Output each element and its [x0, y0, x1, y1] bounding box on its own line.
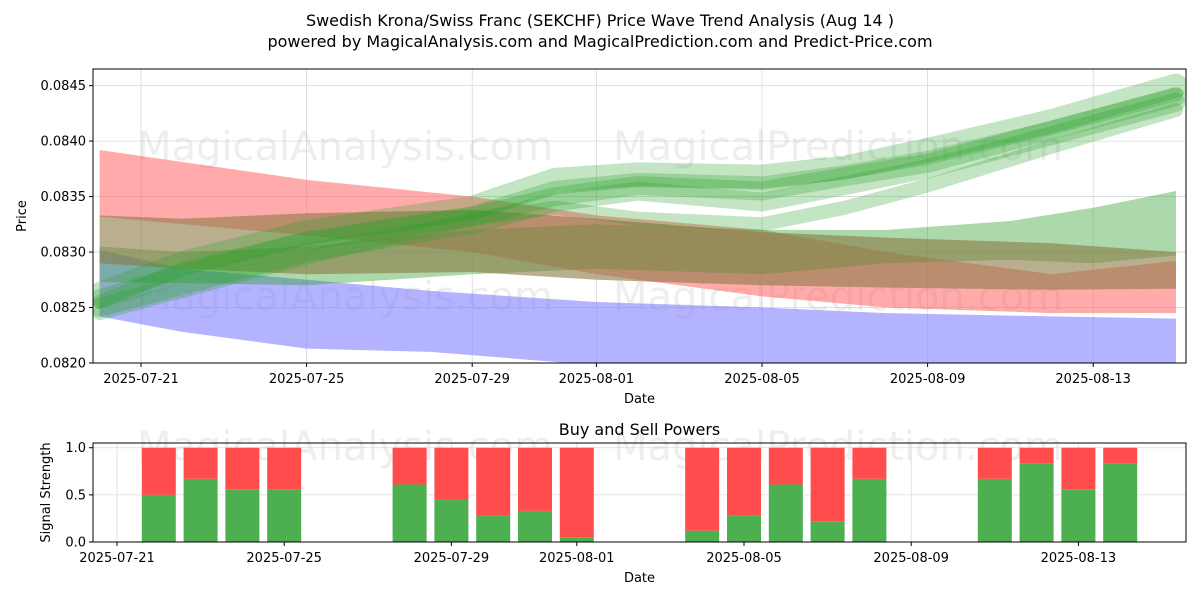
x-tick-label: 2025-07-25: [246, 551, 322, 566]
bar-plot-frame: [92, 442, 1187, 543]
watermark-text: MagicalPrediction.com: [613, 124, 1063, 170]
x-tick-label: 2025-07-29: [434, 372, 510, 387]
sell-bar: [267, 447, 302, 490]
wave-line: [93, 92, 1186, 317]
sell-bar: [1061, 447, 1096, 490]
y-axis-label: Price: [15, 200, 30, 232]
buy-bar: [768, 484, 803, 542]
x-tick-label: 2025-08-13: [1041, 551, 1117, 566]
plot-frame: [92, 68, 1187, 364]
sell-bar: [977, 447, 1012, 479]
wave-line: [93, 103, 1183, 321]
wave-line: [93, 73, 1186, 307]
x-tick-label: 2025-08-05: [724, 372, 800, 387]
buy-bar: [852, 478, 887, 542]
sell-bar: [518, 447, 552, 511]
x-axis-label: Date: [624, 571, 655, 586]
buy-bar: [727, 515, 761, 542]
wave-line: [93, 87, 1183, 309]
sell-bar: [1019, 447, 1054, 464]
x-axis-label: Date: [624, 392, 655, 407]
x-tick-label: 2025-08-09: [873, 551, 949, 566]
x-tick-label: 2025-08-05: [706, 551, 782, 566]
y-tick-label: 0.0: [65, 536, 86, 551]
chart-subtitle: powered by MagicalAnalysis.com and Magic…: [267, 32, 932, 51]
buy-bar: [1019, 463, 1054, 542]
buy-bar: [977, 478, 1012, 542]
x-tick-label: 2025-08-01: [559, 372, 635, 387]
watermark-text: MagicalAnalysis.com: [137, 124, 553, 170]
sell-bar: [434, 447, 469, 500]
band-olive: [99, 209, 1177, 290]
sell-bar: [727, 447, 761, 516]
y-tick-label: 0.0840: [41, 135, 87, 150]
buy-bar: [476, 515, 511, 542]
buy-bar: [434, 499, 469, 542]
sell-bar: [1103, 447, 1138, 464]
plot-area: [93, 73, 1186, 363]
y-tick-label: 1.0: [65, 441, 86, 456]
sell-bar: [810, 447, 845, 522]
buy-bar: [225, 489, 260, 542]
sell-bar: [476, 447, 511, 516]
x-tick-label: 2025-07-25: [269, 372, 345, 387]
buy-bar: [685, 530, 720, 542]
wave-line: [93, 87, 1186, 309]
buy-bar: [518, 510, 552, 542]
buy-bar: [267, 489, 302, 542]
y-axis-label: Signal Strength: [39, 442, 54, 542]
buy-bar: [141, 494, 176, 542]
y-tick-label: 0.0830: [41, 246, 87, 261]
chart-title: Swedish Krona/Swiss Franc (SEKCHF) Price…: [306, 11, 894, 30]
sell-bar: [852, 447, 887, 479]
power-plot: MagicalAnalysis.com MagicalPrediction.com…: [39, 420, 1187, 586]
y-tick-label: 0.0835: [41, 190, 87, 205]
y-tick-label: 0.0825: [41, 301, 87, 316]
y-tick-label: 0.0845: [41, 79, 87, 94]
buy-bar: [183, 478, 218, 542]
x-tick-label: 2025-07-29: [414, 551, 490, 566]
buy-bar: [1103, 463, 1138, 542]
band-blue: [99, 249, 1176, 363]
sell-bar: [685, 447, 720, 531]
buy-bar: [1061, 489, 1096, 542]
buy-bar: [392, 484, 427, 542]
price-plot: MagicalAnalysis.com MagicalPrediction.com…: [15, 68, 1187, 407]
sell-bar: [225, 447, 260, 490]
sell-bar: [559, 447, 594, 538]
sell-bar: [392, 447, 427, 485]
bar-chart-title: Buy and Sell Powers: [559, 420, 721, 439]
x-tick-label: 2025-08-01: [539, 551, 615, 566]
x-tick-label: 2025-07-21: [103, 372, 179, 387]
y-tick-label: 0.5: [65, 488, 86, 503]
sell-bar: [768, 447, 803, 485]
sell-bar: [141, 447, 176, 495]
sell-bar: [183, 447, 218, 479]
buy-bar: [559, 537, 594, 542]
x-tick-label: 2025-08-13: [1055, 372, 1131, 387]
x-tick-label: 2025-08-09: [890, 372, 966, 387]
y-tick-label: 0.0820: [41, 357, 87, 372]
buy-bar: [810, 521, 845, 542]
x-tick-label: 2025-07-21: [79, 551, 155, 566]
